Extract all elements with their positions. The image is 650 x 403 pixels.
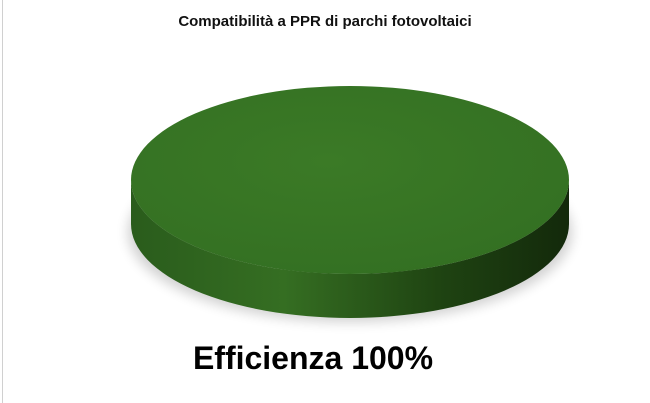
pie-slice-side-efficienza — [131, 180, 569, 318]
pie-slice-efficienza — [131, 86, 569, 274]
data-label-efficienza: Efficienza 100% — [192, 340, 434, 376]
chart-title: Compatibilità a PPR di parchi fotovoltai… — [178, 13, 472, 30]
chart-border — [2, 0, 3, 403]
